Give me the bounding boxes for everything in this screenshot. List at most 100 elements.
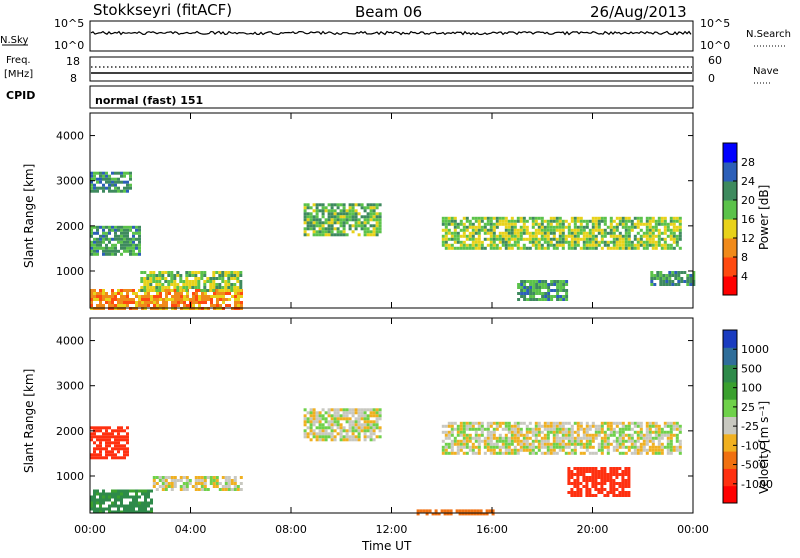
echo-cell [96, 453, 99, 457]
echo-cell [204, 301, 207, 304]
echo-cell [627, 424, 631, 428]
echo-cell [105, 246, 108, 250]
echo-cell [303, 227, 307, 231]
echo-cell [657, 231, 661, 235]
echo-cell [336, 203, 340, 207]
echo-cell [627, 485, 631, 488]
echo-cell [556, 280, 560, 283]
echo-cell [312, 209, 316, 213]
echo-cell [99, 501, 102, 505]
echo-cell [645, 442, 649, 446]
echo-cell [477, 243, 481, 247]
echo-cell [516, 228, 520, 232]
echo-cell [648, 424, 652, 428]
echo-cell [120, 426, 123, 430]
echo-cell [485, 512, 489, 516]
echo-cell [531, 237, 535, 241]
echo-cell [458, 509, 462, 513]
echo-cell [230, 289, 234, 292]
echo-cell [132, 225, 135, 229]
echo-cell [525, 442, 529, 446]
colorbar-tick-label: 28 [741, 156, 755, 169]
echo-cell [204, 295, 207, 298]
echo-cell [221, 280, 225, 283]
echo-cell [585, 433, 589, 437]
echo-cell [507, 445, 511, 449]
echo-cell [144, 495, 147, 499]
echo-cell [639, 424, 643, 428]
echo-cell [468, 225, 472, 229]
echo-cell [624, 491, 628, 494]
echo-cell [654, 421, 658, 425]
echo-cell [215, 479, 219, 482]
echo-cell [378, 227, 382, 231]
echo-cell [615, 473, 619, 476]
echo-cell [465, 243, 469, 247]
echo-cell [549, 216, 553, 220]
echo-cell [114, 504, 117, 508]
echo-cell [342, 218, 346, 222]
echo-cell [129, 174, 132, 178]
echo-cell [486, 219, 490, 223]
echo-cell [600, 219, 604, 223]
echo-cell [117, 432, 120, 436]
echo-cell [236, 280, 240, 283]
echo-cell [372, 206, 376, 210]
echo-cell [453, 222, 457, 226]
echo-cell [339, 432, 343, 436]
echo-cell [513, 219, 517, 223]
echo-cell [363, 206, 367, 210]
echo-cell [561, 430, 565, 434]
echo-cell [348, 420, 352, 424]
echo-cell [210, 301, 213, 304]
echo-cell [330, 429, 334, 433]
echo-cell [306, 221, 310, 225]
echo-cell [467, 509, 471, 513]
echo-cell [556, 289, 560, 292]
echo-cell [558, 430, 562, 434]
echo-cell [540, 237, 544, 241]
echo-cell [123, 234, 126, 238]
echo-cell [96, 177, 99, 181]
echo-cell [588, 234, 592, 238]
echo-cell [111, 295, 114, 298]
echo-cell [627, 436, 631, 440]
echo-cell [372, 212, 376, 216]
echo-cell [182, 485, 186, 488]
station-title: Stokkseyri (fitACF) [93, 1, 232, 19]
echo-cell [627, 246, 631, 250]
echo-cell [224, 482, 228, 485]
echo-cell [185, 485, 189, 488]
echo-cell [555, 240, 559, 244]
echo-cell [357, 233, 361, 237]
echo-cell [155, 488, 159, 491]
echo-cell [441, 243, 445, 247]
echo-cell [606, 442, 610, 446]
echo-cell [212, 289, 216, 292]
echo-cell [573, 473, 577, 476]
echo-cell [654, 228, 658, 232]
echo-cell [233, 485, 237, 488]
echo-cell [123, 295, 126, 298]
echo-cell [654, 225, 658, 229]
echo-cell [642, 439, 646, 443]
echo-cell [342, 411, 346, 415]
echo-cell [306, 224, 310, 228]
echo-cell [526, 286, 530, 289]
echo-cell [480, 421, 484, 425]
echo-cell [144, 507, 147, 511]
echo-cell [582, 246, 586, 250]
echo-cell [318, 426, 322, 430]
echo-cell [565, 280, 569, 283]
echo-cell [152, 277, 156, 280]
echo-cell [573, 436, 577, 440]
echo-cell [567, 421, 571, 425]
echo-cell [315, 435, 319, 439]
echo-cell [129, 504, 132, 508]
echo-cell [117, 447, 120, 451]
echo-cell [105, 295, 108, 298]
echo-cell [567, 228, 571, 232]
echo-cell [528, 234, 532, 238]
echo-cell [201, 301, 204, 304]
echo-cell [312, 221, 316, 225]
